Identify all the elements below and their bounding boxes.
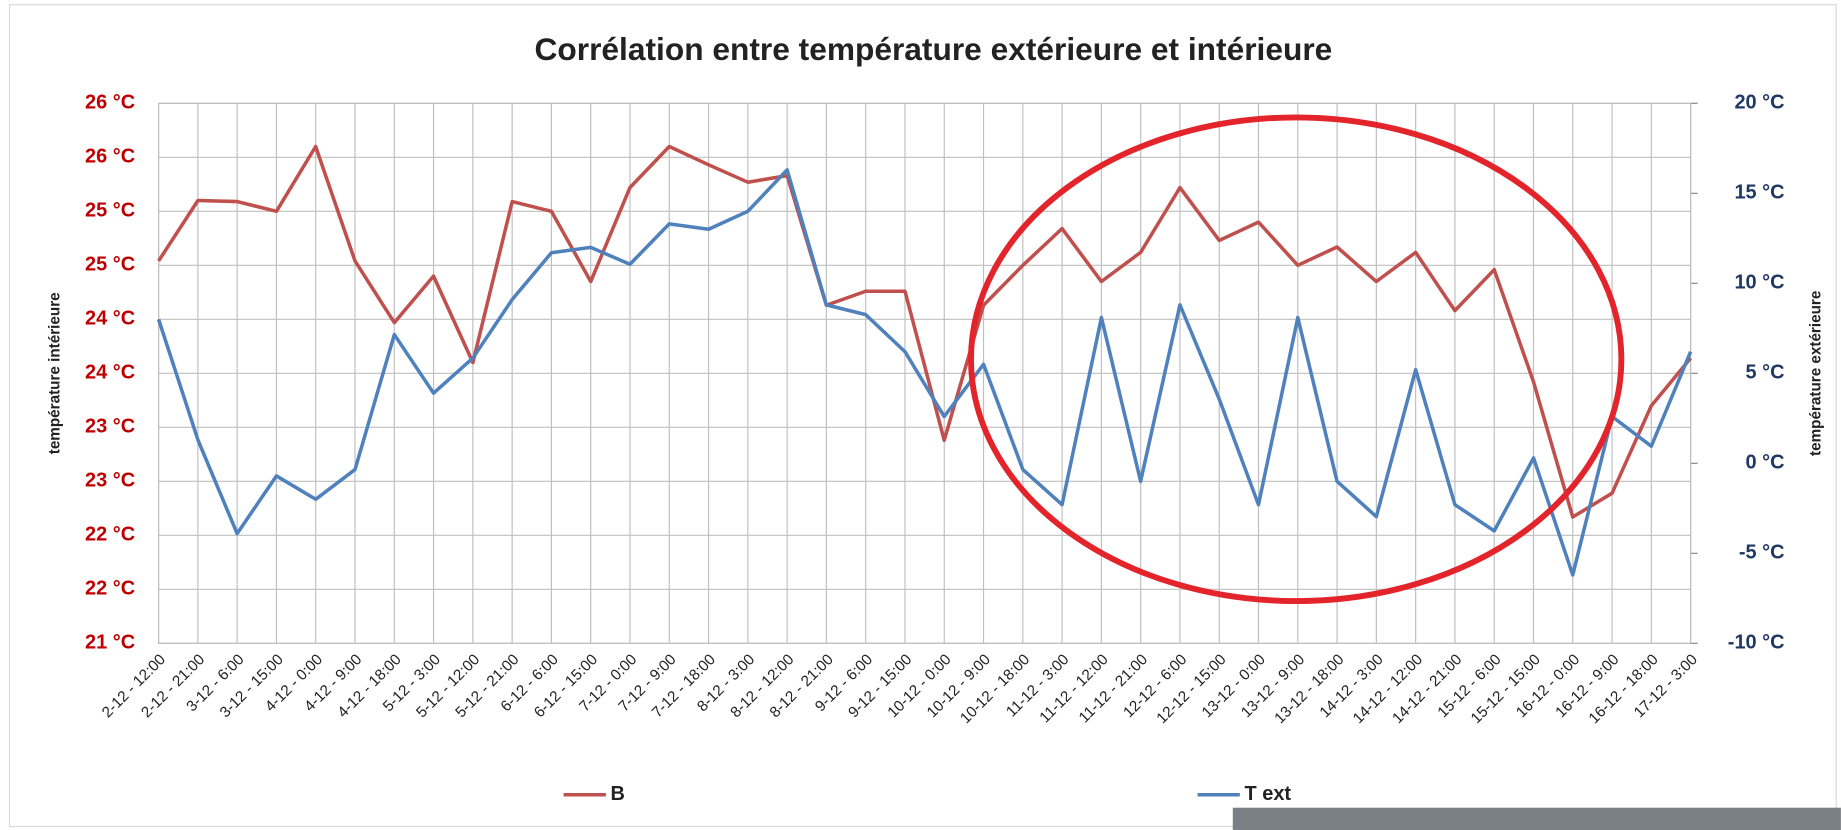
y-tick-label: 21 °C	[85, 632, 135, 654]
y-tick-label: 24 °C	[85, 362, 135, 384]
y-tick-label: 25 °C	[85, 200, 135, 222]
y2-tick-label: 0 °C	[1746, 452, 1785, 474]
y2-axis-title: température extérieure	[1807, 291, 1824, 456]
y2-tick-label: 20 °C	[1734, 92, 1784, 114]
chart-frame	[8, 4, 1837, 828]
chart-title: Corrélation entre température extérieure…	[535, 31, 1333, 67]
plot-area	[156, 144, 1693, 577]
series-line	[157, 144, 1692, 519]
photo-fragment	[1232, 807, 1841, 830]
y2-tick-label: -5 °C	[1739, 542, 1785, 564]
y2-tick-label: 10 °C	[1734, 272, 1784, 294]
plot-border	[158, 102, 1692, 644]
y2-tick-label: -10 °C	[1728, 632, 1785, 654]
y-tick-label: 22 °C	[85, 578, 135, 600]
legend-label: B	[611, 783, 625, 805]
legend-label: T ext	[1245, 783, 1292, 805]
y-tick-label: 23 °C	[85, 416, 135, 438]
series-line	[156, 168, 1693, 577]
y-tick-label: 25 °C	[85, 254, 135, 276]
y-tick-label: 26 °C	[85, 92, 135, 114]
y-axis-title: température intérieure	[46, 292, 63, 454]
y-tick-label: 22 °C	[85, 524, 135, 546]
y-tick-label: 26 °C	[85, 146, 135, 168]
y-tick-label: 24 °C	[85, 308, 135, 330]
y2-tick-label: 15 °C	[1734, 182, 1784, 204]
y-tick-label: 23 °C	[85, 470, 135, 492]
y2-tick-label: 5 °C	[1746, 362, 1785, 384]
highlight-ellipse	[968, 114, 1625, 605]
grid	[158, 102, 1698, 644]
